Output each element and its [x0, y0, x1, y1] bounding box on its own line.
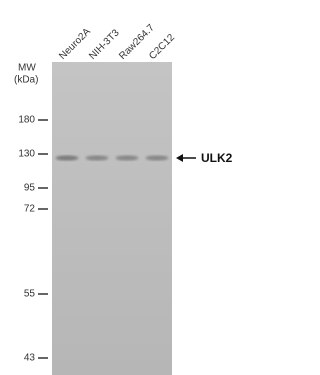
marker-label: 180: [18, 115, 35, 126]
blot-membrane: [52, 62, 172, 375]
target-arrowhead: [176, 154, 183, 162]
mw-label: MW: [18, 63, 36, 74]
western-blot: MW (kDa) ULK2 180 130 95 72 55 43 Neuro2ANIH-3…: [0, 0, 240, 375]
marker-label: 72: [24, 204, 36, 215]
target-label: ULK2: [201, 151, 233, 165]
marker-label: 55: [24, 289, 36, 300]
mw-unit: (kDa): [14, 75, 38, 86]
marker-label: 43: [24, 353, 36, 364]
marker-label: 130: [18, 149, 35, 160]
lane-label: C2C12: [147, 32, 177, 62]
band: [146, 155, 169, 160]
lane-label: NIH-3T3: [87, 27, 122, 62]
marker-label: 95: [24, 183, 36, 194]
band: [116, 155, 139, 160]
lane-label: Neuro2A: [57, 26, 93, 62]
band: [56, 155, 79, 160]
band: [86, 155, 109, 160]
